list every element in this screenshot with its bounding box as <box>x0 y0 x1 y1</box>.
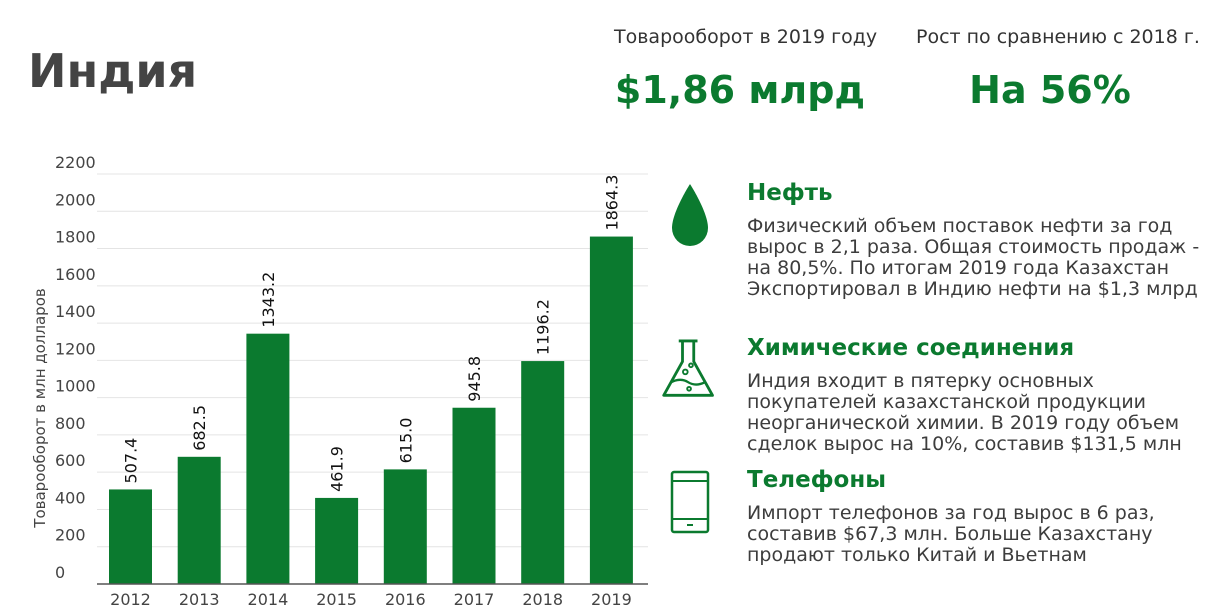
x-axis-ticks: 2012 2013 2014 2015 2016 2017 2018 2019 <box>110 590 632 609</box>
x-tick-label-2013: 2013 <box>179 590 220 609</box>
panel-title-phones: Телефоны <box>747 467 887 493</box>
x-tick-label-2017: 2017 <box>454 590 495 609</box>
stat-label-growth: Рост по сравнению с 2018 г. <box>916 26 1200 48</box>
panel-text-oil: Физический объем поставок нефти за год в… <box>747 215 1200 300</box>
bar-chart: 0 200 400 600 800 1000 1200 1400 1600 1800 2000 220… <box>31 153 648 609</box>
bar-2013 <box>177 456 221 584</box>
panel-text-chemicals: Индия входит в пятерку основных покупате… <box>747 370 1182 455</box>
x-tick-label-2019: 2019 <box>591 590 632 609</box>
x-tick-label-2015: 2015 <box>316 590 357 609</box>
bar-2012 <box>109 489 152 584</box>
y-axis-label: Товарооборот в млн долларов <box>31 288 49 528</box>
y-tick-label: 200 <box>55 526 86 545</box>
y-tick-label: 1400 <box>55 302 96 321</box>
y-axis-ticks: 0 200 400 600 800 1000 1200 1400 1600 1800 2000 220… <box>55 153 96 582</box>
page-title: Индия <box>28 44 198 98</box>
bar-2017 <box>452 407 496 584</box>
flask-icon <box>662 339 714 397</box>
stat-label-turnover: Товарооборот в 2019 году <box>614 26 878 48</box>
y-tick-label: 2200 <box>55 153 96 172</box>
bar-2018 <box>521 361 565 584</box>
panel-text-phones: Импорт телефонов за год вырос в 6 раз, с… <box>747 502 1155 566</box>
y-tick-label: 1600 <box>55 265 96 284</box>
stat-value-growth: На 56% <box>969 68 1131 112</box>
chart-bars <box>109 236 633 585</box>
data-label-2013: 682.5 <box>190 405 209 451</box>
bar-2019 <box>589 236 633 585</box>
data-label-2017: 945.8 <box>465 356 484 402</box>
data-label-2015: 461.9 <box>328 446 347 492</box>
oil-drop-icon <box>672 184 708 246</box>
x-tick-label-2014: 2014 <box>248 590 289 609</box>
y-tick-label: 2000 <box>55 190 96 209</box>
y-tick-label: 400 <box>55 488 86 507</box>
data-label-2016: 615.0 <box>396 418 415 464</box>
y-tick-label: 800 <box>55 414 86 433</box>
phone-icon <box>670 470 710 534</box>
data-label-2014: 1343.2 <box>259 272 278 328</box>
data-label-2018: 1196.2 <box>534 299 553 355</box>
y-tick-label: 1000 <box>55 377 96 396</box>
y-tick-label: 1800 <box>55 228 96 247</box>
stat-value-turnover: $1,86 млрд <box>614 68 866 112</box>
panel-title-oil: Нефть <box>747 180 833 206</box>
x-tick-label-2012: 2012 <box>110 590 151 609</box>
x-tick-label-2018: 2018 <box>522 590 563 609</box>
bar-2015 <box>315 497 359 584</box>
y-tick-label: 600 <box>55 451 86 470</box>
x-tick-label-2016: 2016 <box>385 590 426 609</box>
bar-2014 <box>246 333 290 584</box>
data-labels: 507.4 682.5 1343.2 461.9 615.0 945.8 1196.2 186… <box>122 175 622 492</box>
y-tick-label: 1200 <box>55 339 96 358</box>
bar-2016 <box>383 469 427 584</box>
y-tick-label: 0 <box>55 563 65 582</box>
data-label-2012: 507.4 <box>122 438 141 484</box>
data-label-2019: 1864.3 <box>602 175 621 231</box>
panel-title-chemicals: Химические соединения <box>747 335 1075 361</box>
